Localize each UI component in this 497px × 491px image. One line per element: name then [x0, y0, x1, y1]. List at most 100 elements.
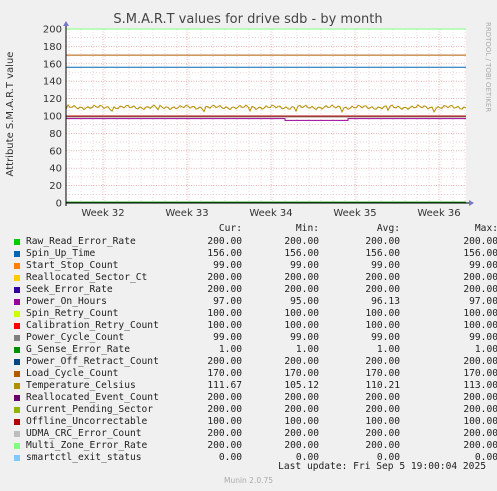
legend-label: Seek_Error_Rate [26, 284, 113, 295]
legend-value-avg: 100.00 [365, 320, 400, 331]
legend-value-cur: 200.00 [207, 440, 242, 451]
legend-value-max: 200.00 [463, 428, 497, 439]
legend-value-max: 100.00 [463, 416, 497, 427]
legend-value-min: 100.00 [284, 320, 319, 331]
munin-version: Munin 2.0.75 [223, 476, 274, 485]
legend-value-avg: 99.00 [371, 260, 400, 271]
legend-value-max: 100.00 [463, 308, 497, 319]
y-tick-label: 0 [56, 199, 62, 210]
legend-item: smartctl_exit_status 0.00 0.00 0.00 0.00 [12, 452, 497, 464]
legend-value-min: 170.00 [284, 368, 319, 379]
legend-value-min: 200.00 [284, 428, 319, 439]
legend-label: Power_Off_Retract_Count [26, 356, 159, 367]
legend-value-cur: 200.00 [207, 392, 242, 403]
legend-label: Current_Pending_Sector [26, 404, 154, 415]
legend-item: Power_On_Hours 97.00 95.00 96.13 97.00 [12, 296, 497, 308]
y-axis-arrow [63, 21, 69, 26]
legend-swatch [14, 431, 20, 437]
x-tick-label: Week 36 [417, 208, 460, 219]
legend-value-cur: 0.00 [218, 452, 242, 463]
y-tick-label: 100 [43, 112, 62, 123]
legend-swatch [14, 347, 20, 353]
legend-swatch [14, 287, 20, 293]
x-tick-label: Week 32 [81, 208, 124, 219]
legend-value-min: 99.00 [290, 260, 319, 271]
legend-swatch [14, 455, 20, 461]
legend-swatch [14, 311, 20, 317]
legend-value-avg: 0.00 [376, 452, 400, 463]
legend-value-min: 200.00 [284, 440, 319, 451]
legend-label: Calibration_Retry_Count [26, 320, 159, 331]
legend-item: Power_Off_Retract_Count 200.00 200.00 200.0… [12, 356, 497, 368]
legend-value-max: 200.00 [463, 272, 497, 283]
legend-value-avg: 156.00 [365, 248, 400, 259]
legend-value-avg: 100.00 [365, 308, 400, 319]
legend-value-min: 100.00 [284, 416, 319, 427]
legend-item: Load_Cycle_Count 170.00 170.00 170.00 170.00 [12, 368, 497, 380]
legend-value-max: 200.00 [463, 440, 497, 451]
legend-swatch [14, 371, 20, 377]
last-update: Last update: Fri Sep 5 19:00:04 2025 [278, 461, 486, 472]
legend-value-avg: 170.00 [365, 368, 400, 379]
legend-value-min: 0.00 [295, 452, 319, 463]
legend-value-min: 200.00 [284, 272, 319, 283]
legend-value-max: 97.00 [469, 296, 497, 307]
legend-value-cur: 170.00 [207, 368, 242, 379]
legend-value-min: 99.00 [290, 332, 319, 343]
legend-value-cur: 200.00 [207, 236, 242, 247]
series-line-Power_On_Hours [66, 118, 466, 121]
legend-value-avg: 200.00 [365, 284, 400, 295]
legend-value-max: 0.00 [474, 452, 497, 463]
legend-value-avg: 1.00 [376, 344, 400, 355]
legend-value-max: 1.00 [474, 344, 497, 355]
legend-label: Spin_Up_Time [26, 248, 96, 259]
legend-value-cur: 1.00 [218, 344, 242, 355]
chart-title: S.M.A.R.T values for drive sdb - by mont… [113, 12, 382, 27]
legend-value-cur: 200.00 [207, 284, 242, 295]
legend-item: Offline_Uncorrectable 100.00 100.00 100.00 1… [12, 416, 497, 428]
series-lines [65, 28, 467, 204]
legend-swatch [14, 323, 20, 329]
legend-item: G_Sense_Error_Rate 1.00 1.00 1.00 1.00 [12, 344, 497, 356]
legend-value-avg: 96.13 [371, 296, 400, 307]
legend-item: Reallocated_Event_Count 200.00 200.00 200.0… [12, 392, 497, 404]
y-tick-labels: 0 20 40 60 80 100 120 140 160 180 200 [43, 25, 62, 210]
legend-label: G_Sense_Error_Rate [26, 344, 130, 355]
y-tick-label: 180 [43, 42, 62, 53]
x-tick-label: Week 34 [249, 208, 292, 219]
legend-label: Reallocated_Event_Count [26, 392, 159, 403]
legend-label: Start_Stop_Count [26, 260, 119, 271]
legend-label: Temperature_Celsius [26, 380, 136, 391]
legend-value-avg: 99.00 [371, 332, 400, 343]
legend-value-max: 156.00 [463, 248, 497, 259]
legend-swatch [14, 263, 20, 269]
legend-item: Current_Pending_Sector 200.00 200.00 200.00… [12, 404, 497, 416]
legend-value-max: 99.00 [469, 260, 497, 271]
legend-swatch [14, 251, 20, 257]
legend-value-cur: 100.00 [207, 308, 242, 319]
y-tick-label: 160 [43, 59, 62, 70]
legend-value-cur: 100.00 [207, 320, 242, 331]
legend-value-min: 200.00 [284, 404, 319, 415]
legend-value-max: 100.00 [463, 320, 497, 331]
legend-swatch [14, 299, 20, 305]
legend-value-cur: 200.00 [207, 356, 242, 367]
legend-label: smartctl_exit_status [26, 452, 142, 463]
legend-header-cur: Cur: [218, 223, 242, 234]
series-line-Temperature_Celsius [65, 104, 467, 114]
legend-value-max: 200.00 [463, 392, 497, 403]
legend-item: Calibration_Retry_Count 100.00 100.00 100.0… [12, 320, 497, 332]
y-tick-label: 120 [43, 94, 62, 105]
legend-value-min: 95.00 [290, 296, 319, 307]
legend-value-max: 99.00 [469, 332, 497, 343]
legend-value-avg: 100.00 [365, 416, 400, 427]
legend-value-cur: 100.00 [207, 416, 242, 427]
legend-swatch [14, 419, 20, 425]
legend-value-avg: 200.00 [365, 404, 400, 415]
legend-swatch [14, 239, 20, 245]
y-tick-label: 140 [43, 77, 62, 88]
x-tick-label: Week 35 [333, 208, 376, 219]
legend-item: Start_Stop_Count 99.00 99.00 99.00 99.00 [12, 260, 497, 272]
legend-value-max: 113.00 [463, 380, 497, 391]
legend-label: Load_Cycle_Count [26, 368, 119, 379]
